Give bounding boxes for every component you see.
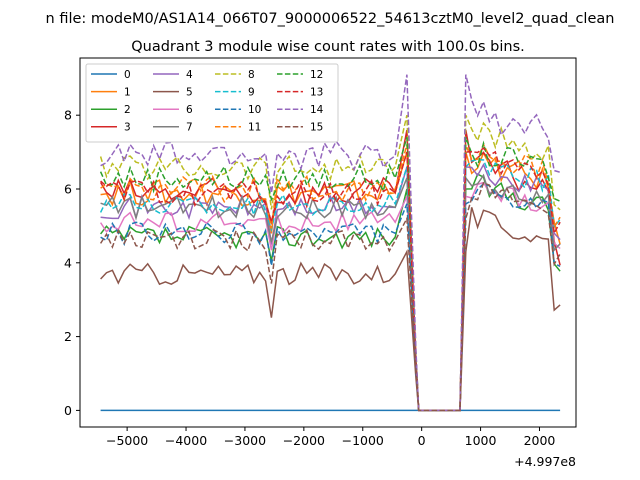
x-offset-label: +4.997e8: [514, 454, 576, 469]
x-tick-label: −2000: [283, 433, 325, 448]
y-axis: 0 2 4 6 8: [64, 108, 80, 418]
legend-label-13: 13: [310, 86, 323, 98]
x-tick-label: −1000: [342, 433, 384, 448]
x-axis: −5000 −4000 −3000 −2000 −1000 0 1000 2000: [106, 427, 555, 448]
legend-label-10: 10: [248, 104, 261, 116]
legend-label-7: 7: [186, 122, 193, 134]
x-tick-label: 0: [418, 433, 426, 448]
figure-suptitle: n file: modeM0/AS1A14_066T07_9000006522_…: [46, 11, 615, 27]
legend-label-12: 12: [310, 69, 323, 81]
series-line-5: [100, 207, 561, 412]
y-tick-label: 6: [64, 181, 72, 196]
y-tick-label: 2: [64, 329, 72, 344]
chart-title: Quadrant 3 module wise count rates with …: [131, 39, 525, 55]
legend-label-6: 6: [186, 104, 193, 116]
plot-area: [79, 57, 577, 428]
y-tick-label: 4: [64, 255, 72, 270]
legend-label-15: 15: [310, 122, 323, 134]
legend-label-2: 2: [124, 104, 131, 116]
series-line-8: [99, 114, 561, 412]
x-tick-label: −3000: [224, 433, 266, 448]
y-tick-label: 0: [64, 403, 72, 418]
legend-label-1: 1: [124, 86, 131, 98]
legend-label-11: 11: [248, 122, 261, 134]
series-layer: [99, 74, 561, 412]
legend-label-14: 14: [310, 104, 324, 116]
series-line-9: [99, 158, 561, 412]
series-line-3: [99, 129, 561, 412]
legend-label-8: 8: [248, 69, 255, 81]
legend-label-4: 4: [186, 69, 193, 81]
legend-label-9: 9: [248, 86, 255, 98]
x-tick-label: −5000: [106, 433, 148, 448]
series-line-15: [99, 182, 561, 412]
series-line-13: [100, 147, 561, 412]
x-tick-label: −4000: [165, 433, 207, 448]
x-tick-label: 1000: [465, 433, 497, 448]
x-tick-label: 2000: [524, 433, 556, 448]
series-line-11: [100, 142, 561, 412]
axes-frame: [79, 57, 577, 428]
legend-label-3: 3: [124, 122, 131, 134]
legend-label-5: 5: [186, 86, 193, 98]
series-line-12: [99, 137, 561, 412]
legend-frame: [85, 63, 339, 143]
series-line-14: [100, 74, 561, 412]
y-tick-label: 8: [64, 108, 72, 123]
legend-label-0: 0: [124, 69, 131, 81]
